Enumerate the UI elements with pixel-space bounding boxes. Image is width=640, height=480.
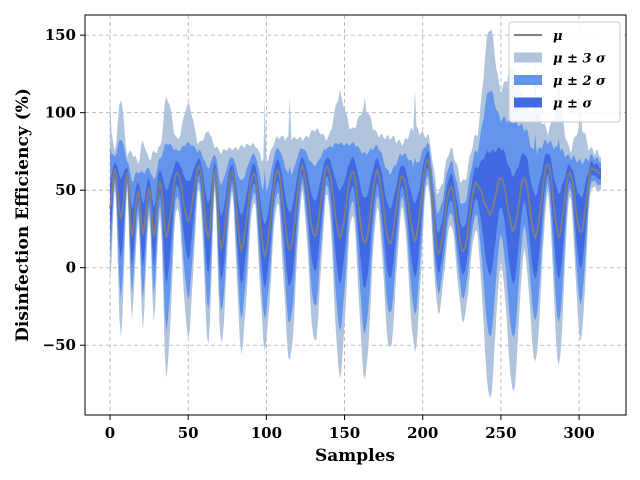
- x-tick-label: 200: [407, 424, 438, 442]
- band-2-sigma: [110, 90, 601, 338]
- legend-label: μ: [553, 29, 563, 44]
- mean-line: [109, 156, 602, 259]
- legend-label: μ ± 3 σ: [553, 52, 606, 67]
- x-tick-label: 300: [563, 424, 594, 442]
- y-tick-label: 0: [66, 259, 76, 277]
- x-tick-label: 50: [178, 424, 199, 442]
- x-axis-label: Samples: [315, 446, 395, 466]
- legend-label: μ ± 2 σ: [553, 74, 606, 89]
- legend-swatch-band-3: [514, 52, 542, 63]
- y-tick-label: 50: [55, 181, 76, 199]
- ticks: 0 50 100 150 200 250 300 −50 0 50 100 150: [43, 26, 595, 442]
- y-tick-label: 100: [45, 104, 76, 122]
- legend-label: μ ± σ: [553, 97, 592, 112]
- legend-frame: [508, 21, 621, 123]
- x-tick-label: 150: [329, 424, 360, 442]
- x-tick-label: 100: [251, 424, 282, 442]
- bands: [110, 29, 601, 399]
- legend-swatch-band-2: [514, 75, 542, 85]
- y-axis-label: Disinfection Efficiency (%): [13, 88, 33, 342]
- x-tick-label: 250: [485, 424, 516, 442]
- band-1-sigma: [110, 147, 601, 289]
- mean-line-group: [109, 156, 602, 259]
- y-tick-label: −50: [43, 336, 76, 354]
- legend-swatch-band-1: [514, 97, 542, 108]
- legend: μ μ ± 3 σ μ ± 2 σ μ ± σ: [508, 21, 621, 123]
- y-tick-label: 150: [45, 26, 76, 44]
- x-tick-label: 0: [105, 424, 115, 442]
- plot-frame: [84, 14, 627, 416]
